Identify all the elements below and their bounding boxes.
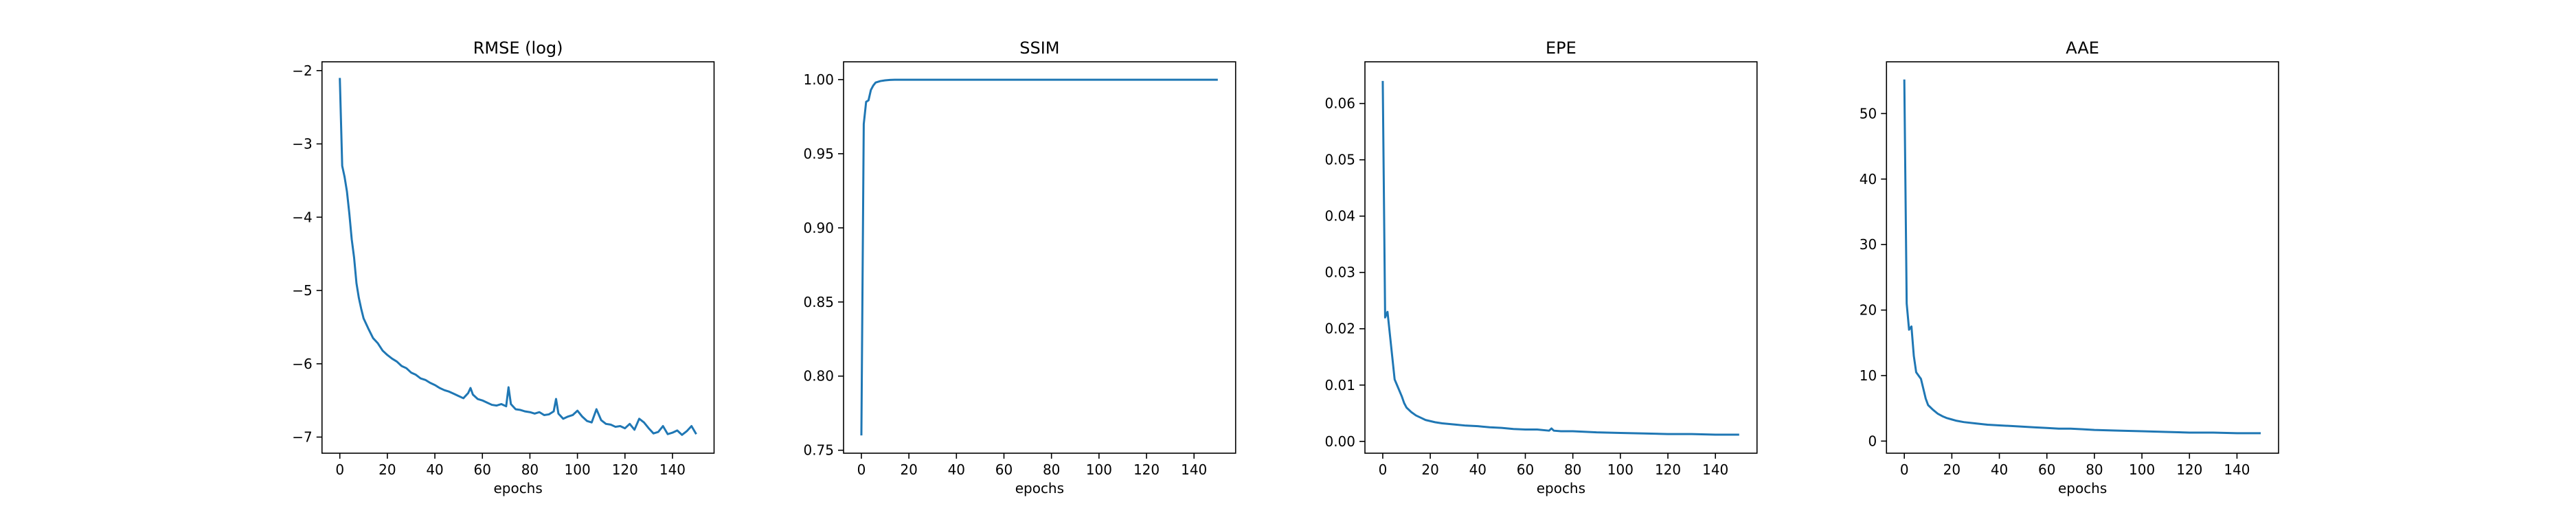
- x-tick-label: 0: [1900, 461, 1909, 478]
- chart-panel-4: 0 20 40 60 80 100 120 140 0 10 20 30 40 50 AAE epochs: [1860, 38, 2279, 496]
- x-tick-label: 60: [995, 461, 1013, 478]
- y-tick-label: 0.85: [803, 294, 834, 310]
- x-tick-label: 100: [1086, 461, 1112, 478]
- plot-frame: [321, 61, 715, 454]
- y-tick-label: 0.75: [803, 442, 834, 459]
- chart-title: EPE: [1546, 38, 1577, 58]
- y-tick-label: 0.06: [1324, 95, 1355, 112]
- x-tick-label: 60: [1517, 461, 1534, 478]
- x-tick-label: 80: [2086, 461, 2103, 478]
- x-tick-label: 140: [1181, 461, 1207, 478]
- x-tick-label: 80: [521, 461, 539, 478]
- y-tick-label: 0.04: [1324, 208, 1355, 225]
- x-axis-label: epochs: [493, 480, 542, 496]
- chart-panel-2: 0 20 40 60 80 100 120 140 0.75 0.80 0.85 0.90 0.95 1.…: [803, 38, 1236, 496]
- y-tick-label: −5: [292, 282, 312, 299]
- chart-panel-3: 0 20 40 60 80 100 120 140 0.00 0.01 0.02 0.03 0.04 0.…: [1324, 38, 1758, 496]
- x-tick-label: 100: [2129, 461, 2155, 478]
- x-tick-label: 40: [1991, 461, 2008, 478]
- x-tick-label: 100: [1607, 461, 1634, 478]
- x-tick-label: 100: [565, 461, 591, 478]
- y-tick-label: 0.90: [803, 220, 834, 236]
- x-tick-label: 60: [2038, 461, 2055, 478]
- series-line-4-1: [1903, 79, 2261, 435]
- y-tick-label: 0.00: [1324, 433, 1355, 450]
- chart-title: AAE: [2066, 38, 2099, 58]
- y-tick-label: 0.01: [1324, 377, 1355, 393]
- y-tick-label: 30: [1860, 236, 1877, 253]
- y-tick-label: 50: [1860, 105, 1877, 122]
- chart-title: SSIM: [1019, 38, 1059, 58]
- x-tick-label: 0: [335, 461, 344, 478]
- x-tick-label: 140: [1702, 461, 1728, 478]
- y-tick-label: 0.80: [803, 368, 834, 385]
- series-line-2-1: [860, 78, 1218, 436]
- y-tick-label: −6: [292, 356, 312, 372]
- x-tick-label: 40: [948, 461, 965, 478]
- x-axis-label: epochs: [1015, 480, 1064, 496]
- y-tick-label: 0.02: [1324, 321, 1355, 337]
- x-tick-label: 0: [857, 461, 866, 478]
- x-tick-label: 0: [1379, 461, 1388, 478]
- series-line-3-1: [1381, 80, 1739, 436]
- x-axis-label: epochs: [2058, 480, 2107, 496]
- x-tick-label: 120: [1655, 461, 1681, 478]
- plot-frame: [1364, 61, 1758, 454]
- y-tick-label: −7: [292, 429, 312, 446]
- x-tick-label: 20: [900, 461, 917, 478]
- x-tick-label: 40: [426, 461, 443, 478]
- plot-frame: [1886, 61, 2279, 454]
- x-tick-label: 60: [474, 461, 491, 478]
- x-tick-label: 20: [1421, 461, 1438, 478]
- y-tick-label: 40: [1860, 171, 1877, 187]
- y-tick-label: −4: [292, 209, 312, 225]
- x-axis-label: epochs: [1537, 480, 1585, 496]
- x-tick-label: 20: [1943, 461, 1961, 478]
- x-tick-label: 40: [1469, 461, 1487, 478]
- x-tick-label: 20: [379, 461, 396, 478]
- x-tick-label: 120: [612, 461, 638, 478]
- y-tick-label: 1.00: [803, 71, 834, 88]
- plot-frame: [843, 61, 1236, 454]
- chart-panel-1: 0 20 40 60 80 100 120 140 −7 −6 −5 −4 −3 −2 RMSE (log)…: [292, 38, 715, 496]
- chart-title: RMSE (log): [473, 38, 563, 58]
- y-tick-label: −3: [292, 136, 312, 152]
- series-line-1-1: [339, 78, 697, 436]
- y-tick-label: 20: [1860, 302, 1877, 319]
- x-tick-label: 80: [1564, 461, 1581, 478]
- y-tick-label: 0.95: [803, 146, 834, 162]
- x-tick-label: 140: [659, 461, 686, 478]
- x-tick-label: 140: [2224, 461, 2250, 478]
- y-tick-label: −2: [292, 62, 312, 79]
- x-tick-label: 80: [1043, 461, 1060, 478]
- y-tick-label: 0.03: [1324, 264, 1355, 281]
- x-tick-label: 120: [2176, 461, 2202, 478]
- y-tick-label: 0: [1868, 433, 1877, 449]
- y-tick-label: 0.05: [1324, 152, 1355, 168]
- x-tick-label: 120: [1133, 461, 1160, 478]
- y-tick-label: 10: [1860, 367, 1877, 384]
